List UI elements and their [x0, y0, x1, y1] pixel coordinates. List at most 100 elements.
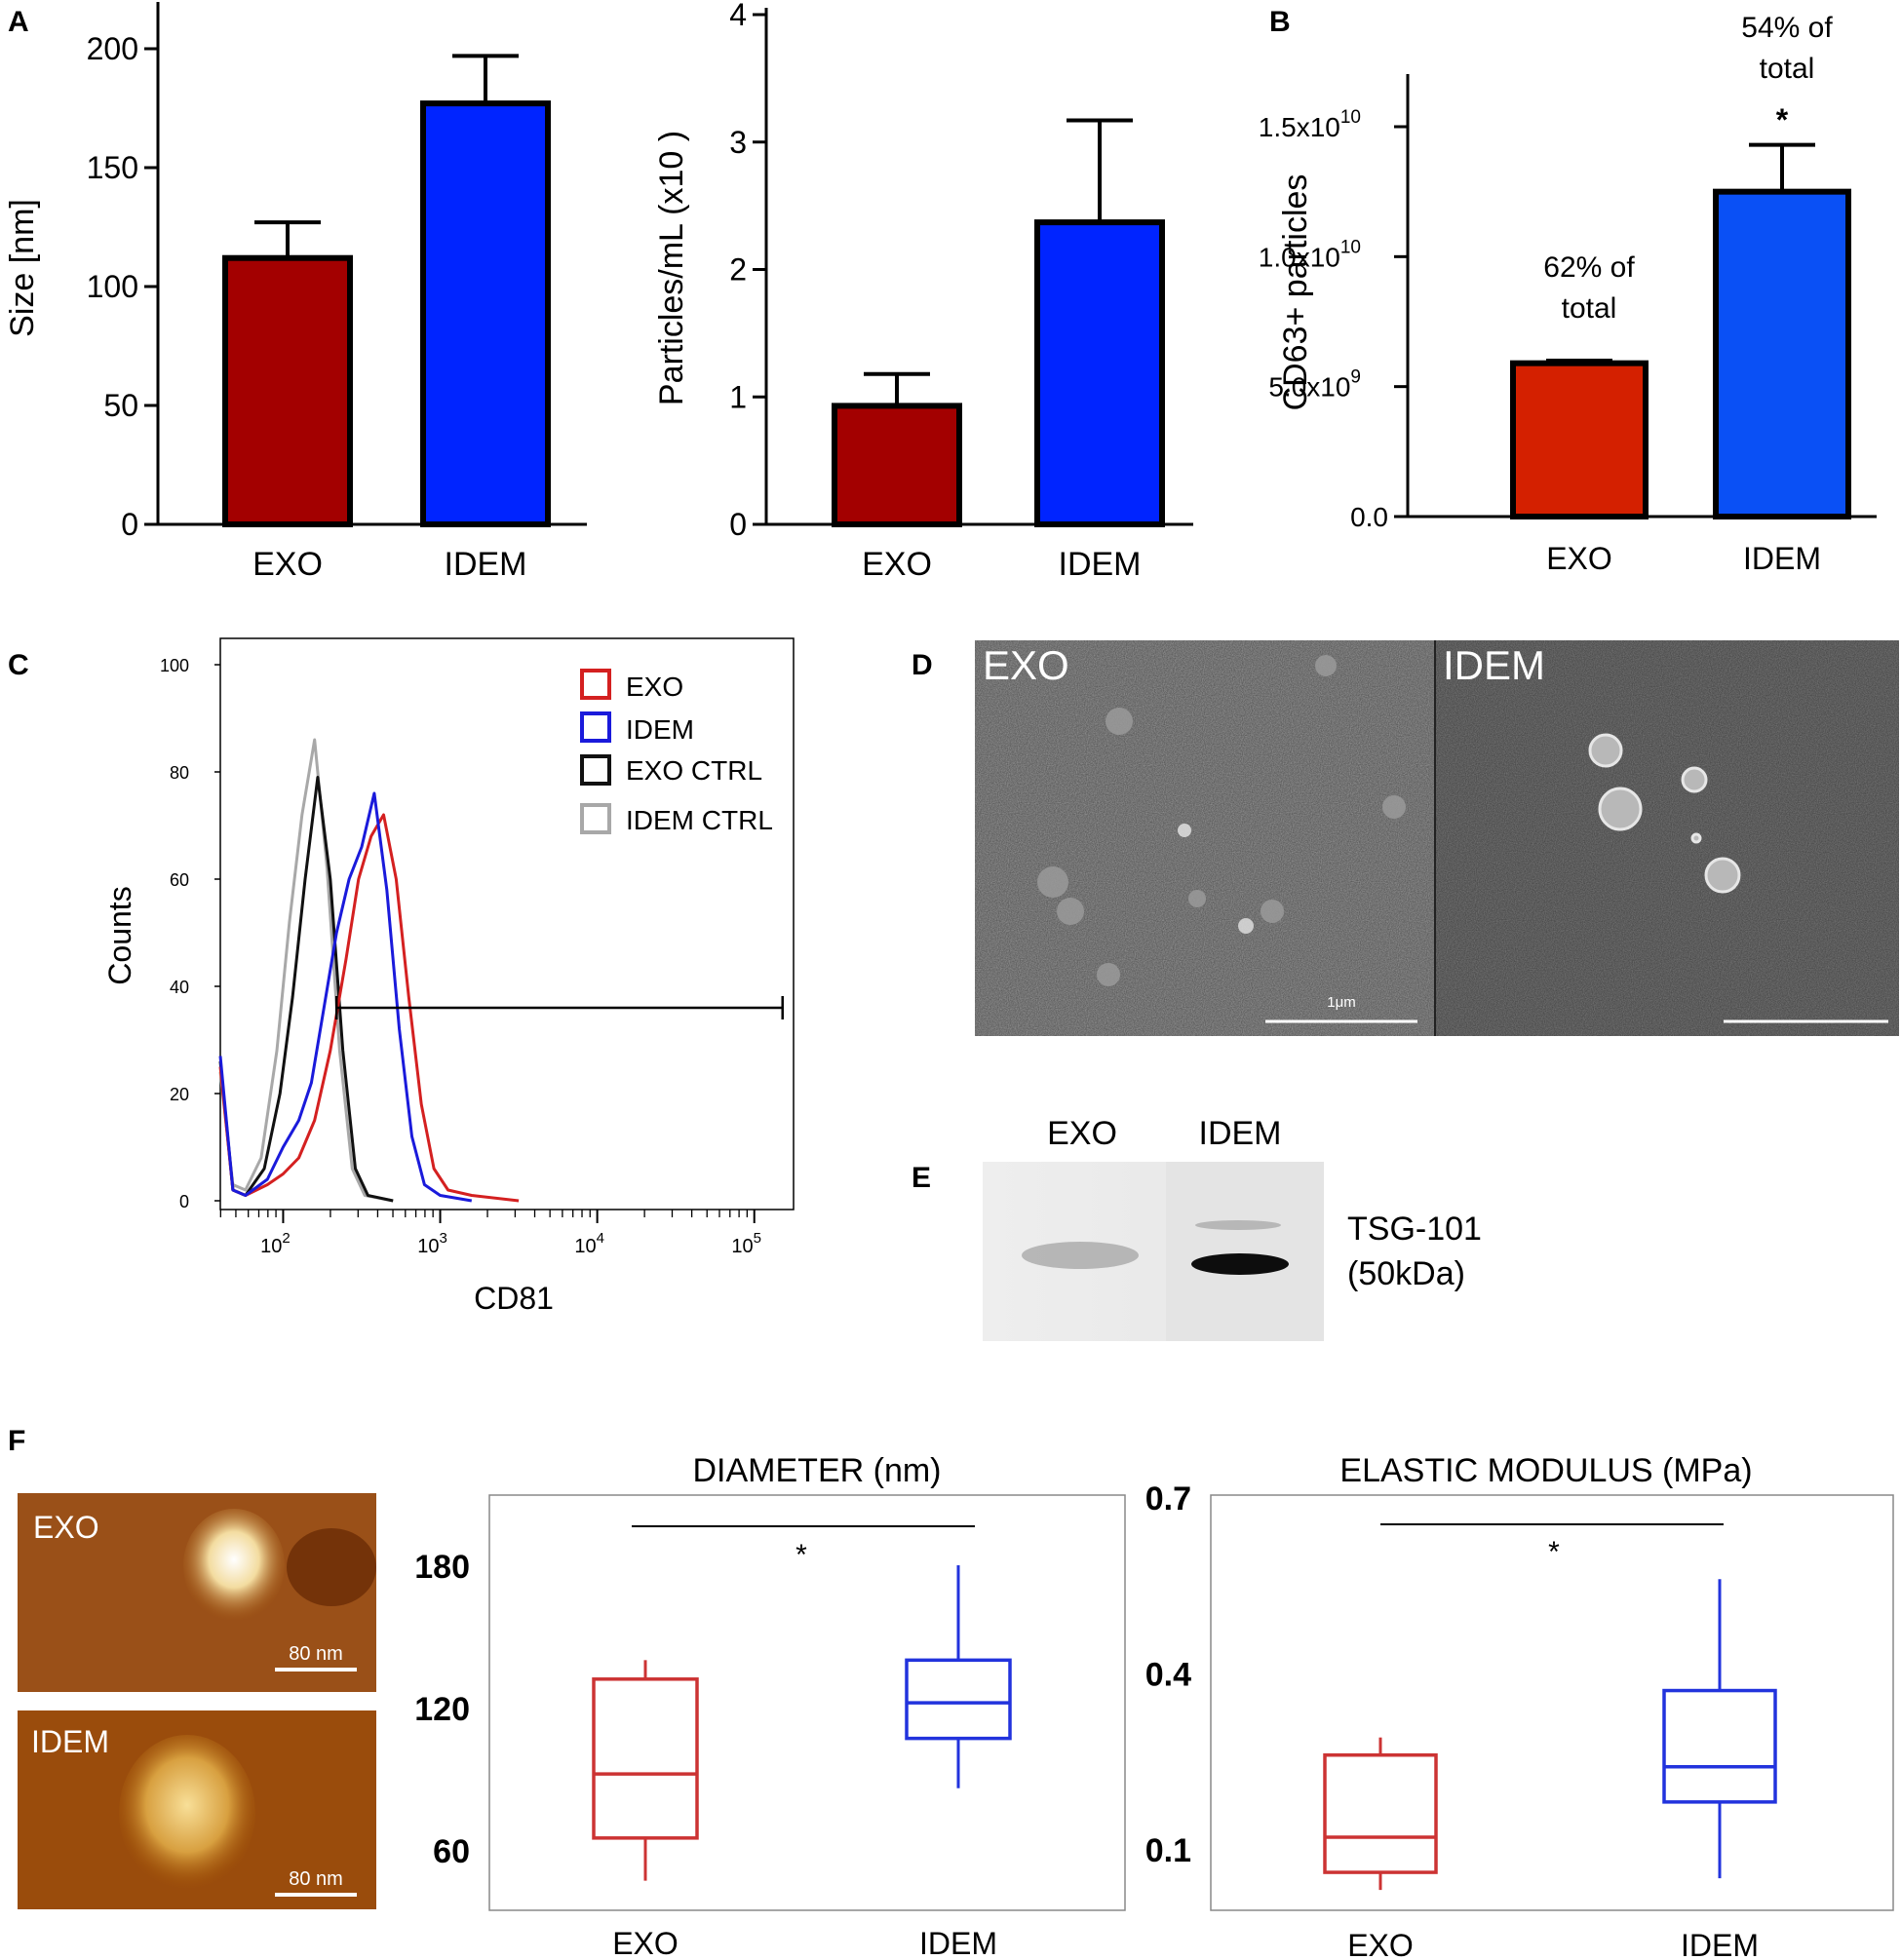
blot-band-exo: [1022, 1242, 1139, 1269]
elastic-y-tick-label: 0.1: [1145, 1832, 1191, 1869]
diameter-title: DIAMETER (nm): [693, 1452, 942, 1489]
sem-particle: [1382, 795, 1406, 819]
sem-particle: [1681, 766, 1708, 793]
size-y-tick-label: 50: [103, 388, 138, 423]
size-x-label-idem: IDEM: [445, 546, 527, 583]
afm-exo-scale-text: 80 nm: [289, 1643, 343, 1665]
diameter-box-plot: DIAMETER (nm) * 60 120 180 EXO IDEM: [414, 1452, 1126, 1960]
cd81-series-idem-ctrl: [218, 738, 394, 1203]
cd81-y-tick-label: 100: [160, 656, 189, 675]
size-y-tick-label: 200: [87, 31, 138, 66]
cd81-y-label: Counts: [102, 886, 137, 984]
elastic-significance-star: *: [1548, 1536, 1560, 1568]
afm-idem-label: IDEM: [31, 1724, 109, 1759]
blot-membrane-right: [1166, 1162, 1324, 1341]
particles-y-label: Particles/mL (x10 ): [653, 131, 690, 405]
blot-band-name: TSG-101: [1347, 1211, 1482, 1248]
particles-bar-chart: 0 1 2 3 4 Particles/mL (x10 ) EXO IDEM: [653, 0, 1193, 583]
cd81-series-exo: [218, 813, 520, 1203]
size-y-tick-label: 150: [87, 150, 138, 185]
cd63-bar-exo: [1510, 360, 1649, 519]
sem-exo-label: EXO: [983, 642, 1069, 688]
legend-swatch-exo: [580, 669, 611, 700]
size-y-label: Size [nm]: [4, 199, 41, 337]
sem-particle: [1238, 918, 1254, 934]
sem-particle: [1106, 708, 1133, 735]
sem-particle: [1598, 787, 1643, 831]
diameter-exo-box: [592, 1677, 699, 1840]
diameter-idem-box: [905, 1658, 1012, 1741]
blot-lane-exo: EXO: [1047, 1115, 1117, 1152]
elastic-box-plot: ELASTIC MODULUS (MPa) * 0.1 0.4 0.7 EXO ID…: [1145, 1452, 1894, 1960]
cd81-x-tick-label: 104: [574, 1230, 604, 1257]
cd63-y-tick-label: 1.5x1010: [1259, 107, 1361, 142]
sem-exo-scale-text: 1μm: [1327, 994, 1355, 1011]
particles-bar-idem: [1034, 219, 1165, 527]
blot-band-idem-faint: [1195, 1220, 1281, 1230]
cd81-y-tick-label: 0: [179, 1192, 189, 1211]
cd63-annotation-idem-line2: total: [1760, 53, 1815, 85]
legend-label-idem: IDEM: [626, 714, 694, 745]
diameter-significance-star: *: [795, 1539, 807, 1571]
particles-y-tick-label: 4: [729, 0, 747, 32]
particles-y-tick-label: 2: [729, 252, 747, 288]
elastic-x-label-exo: EXO: [1347, 1928, 1414, 1960]
cd63-y-label: CD63+ particles: [1277, 174, 1314, 411]
particles-bar-exo: [832, 403, 962, 527]
elastic-x-label-idem: IDEM: [1681, 1928, 1759, 1960]
cd81-y-tick-label: 40: [170, 978, 189, 997]
cd81-series-idem: [218, 791, 473, 1203]
cd81-histogram: 0 20 40 60 80 100 102 103 104 105 Counts CD81 EXO…: [102, 637, 795, 1316]
size-bar-exo: [222, 254, 353, 527]
afm-idem-scale-text: 80 nm: [289, 1868, 343, 1890]
diameter-x-label-exo: EXO: [612, 1926, 679, 1960]
cd63-annotation-idem-line1: 54% of: [1741, 12, 1833, 44]
sem-particle: [1588, 733, 1623, 768]
sem-exo-particles: [1037, 655, 1406, 986]
particles-x-label-idem: IDEM: [1059, 546, 1142, 583]
sem-particle: [1690, 832, 1702, 844]
panel-label-e: E: [912, 1162, 931, 1194]
particles-y-tick-label: 0: [729, 507, 747, 542]
legend-swatch-idem: [580, 711, 611, 743]
afm-idem-particle: [119, 1735, 255, 1891]
size-y-tick-label: 100: [87, 269, 138, 304]
sem-particle: [1178, 824, 1191, 837]
legend-label-exo: EXO: [626, 672, 683, 702]
particles-y-tick-label: 3: [729, 125, 747, 160]
particles-y-tick-label: 1: [729, 379, 747, 414]
sem-particle: [1261, 900, 1284, 923]
sem-exo-texture: [975, 640, 1435, 1036]
cd81-y-tick-label: 80: [170, 763, 189, 783]
cd81-x-label: CD81: [474, 1281, 554, 1316]
elastic-title: ELASTIC MODULUS (MPa): [1339, 1452, 1752, 1489]
cd81-legend: EXO IDEM EXO CTRL IDEM CTRL: [580, 669, 773, 835]
legend-swatch-idem-ctrl: [580, 803, 611, 834]
diameter-frame: [488, 1494, 1126, 1911]
cd63-x-label-exo: EXO: [1546, 541, 1612, 576]
elastic-y-tick-label: 0.4: [1145, 1657, 1191, 1694]
sem-images: EXO IDEM 1μm: [975, 640, 1899, 1036]
size-bar-idem: [420, 100, 551, 528]
particles-x-label-exo: EXO: [862, 546, 932, 583]
afm-exo-particle: [183, 1509, 285, 1622]
blot-band-size: (50kDa): [1347, 1255, 1465, 1292]
diameter-x-label-idem: IDEM: [919, 1926, 997, 1960]
elastic-idem-box: [1662, 1688, 1777, 1804]
sem-particle: [1704, 857, 1741, 894]
panel-label-d: D: [912, 649, 933, 681]
diameter-y-tick-label: 60: [433, 1833, 470, 1870]
elastic-y-tick-label: 0.7: [1145, 1480, 1191, 1518]
afm-exo-label: EXO: [33, 1510, 99, 1545]
elastic-exo-box: [1323, 1752, 1438, 1874]
cd63-y-tick-label: 0.0: [1350, 502, 1388, 532]
cd81-x-tick-label: 105: [731, 1230, 761, 1257]
panel-label-b: B: [1269, 6, 1291, 38]
size-bar-chart: 0 50 100 150 200 Size [nm] EXO IDEM: [4, 2, 587, 583]
legend-swatch-exo-ctrl: [580, 754, 611, 786]
size-x-label-exo: EXO: [252, 546, 323, 583]
sem-idem-particles: [1588, 733, 1741, 894]
sem-particle: [1188, 890, 1206, 907]
sem-particle: [1037, 866, 1068, 898]
